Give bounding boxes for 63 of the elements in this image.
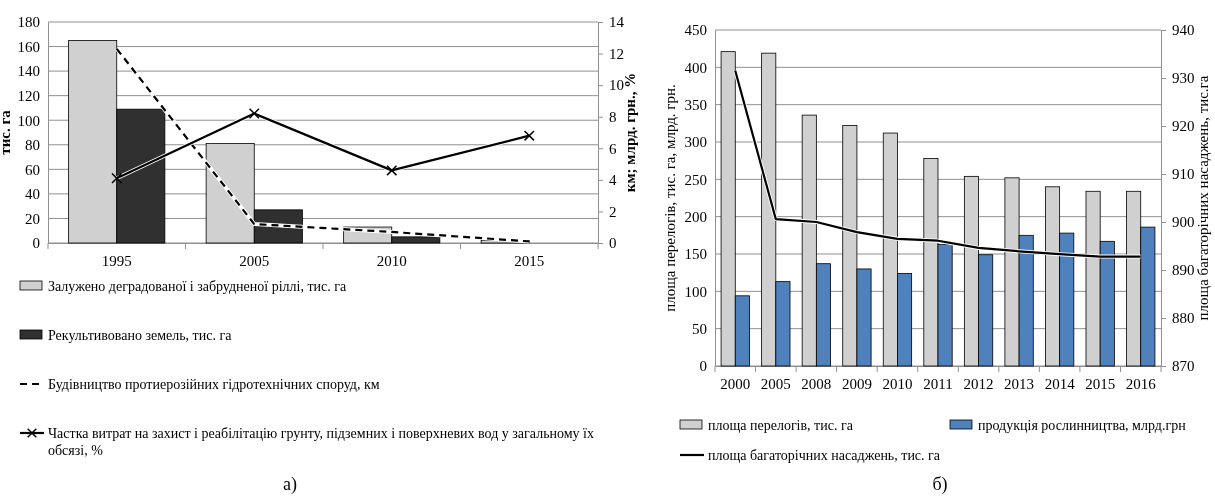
y-tick-label: 180 xyxy=(17,14,40,31)
y2-tick-label: 0 xyxy=(609,235,617,252)
y-tick-label: 20 xyxy=(25,210,40,227)
x-tick-label: 2005 xyxy=(239,252,270,269)
y2-tick-label: 8 xyxy=(609,109,617,126)
y2-tick-label: 2 xyxy=(609,203,617,220)
y2-tick-label: 12 xyxy=(609,45,624,62)
y2-tick-label: 10 xyxy=(609,77,624,94)
y2-tick-label: 910 xyxy=(1172,166,1195,183)
y2-tick-label: 930 xyxy=(1172,70,1195,87)
x-tick-label: 2010 xyxy=(882,375,913,392)
y2-tick-label: 920 xyxy=(1172,118,1195,135)
y2-tick-label: 14 xyxy=(609,14,625,31)
y2-tick-label: 870 xyxy=(1172,358,1195,375)
x-tick-label: 2016 xyxy=(1125,375,1157,392)
y-tick-label: 350 xyxy=(684,96,707,113)
y-axis-title: тис. га xyxy=(0,109,13,155)
x-tick-label: 2012 xyxy=(963,375,994,392)
x-tick-label: 2014 xyxy=(1044,375,1076,392)
y-tick-label: 160 xyxy=(17,38,40,55)
legend-label: Частка витрат на захист і реабілітацію грунту, підземних і поверхневих вод у загальному їх обсязі, % xyxy=(48,426,594,458)
legend-label: Рекультивовано земель, тис. га xyxy=(48,328,233,343)
x-tick-label: 2005 xyxy=(760,375,791,392)
y-tick-label: 100 xyxy=(684,283,707,300)
x-tick-label: 2000 xyxy=(720,375,751,392)
y-tick-label: 60 xyxy=(25,161,40,178)
x-tick-label: 2015 xyxy=(1085,375,1116,392)
text: б) xyxy=(932,474,948,495)
x-tick-label: 2008 xyxy=(801,375,832,392)
y-tick-label: 150 xyxy=(684,246,707,263)
y2-tick-label: 890 xyxy=(1172,262,1195,279)
x-tick-label: 2011 xyxy=(923,375,953,392)
y-tick-label: 80 xyxy=(25,137,40,154)
y2-axis-title: площа багаторічних насаджень, тис.га xyxy=(1195,75,1211,321)
x-tick-label: 2009 xyxy=(841,375,872,392)
x-tick-label: 1995 xyxy=(101,252,132,269)
x-tick-label: 2010 xyxy=(376,252,407,269)
y2-tick-label: 4 xyxy=(609,172,617,189)
y2-tick-label: 6 xyxy=(609,140,617,157)
x-tick-label: 2013 xyxy=(1004,375,1035,392)
legend-label: площа багаторічних насаджень, тис. га xyxy=(708,448,941,463)
y-axis-title: площа перелогів, тис. га, млрд. грн. xyxy=(662,84,678,312)
y-tick-label: 0 xyxy=(699,358,707,375)
y-tick-label: 250 xyxy=(684,171,707,188)
legend-label: продукція рослинництва, млрд.грн xyxy=(978,418,1187,433)
y-tick-label: 40 xyxy=(25,186,40,203)
y-tick-label: 450 xyxy=(684,22,707,39)
y2-tick-label: 940 xyxy=(1172,22,1195,39)
y-tick-label: 100 xyxy=(17,112,40,129)
legend-label: Залужено деградованої і забрудненої ріллі, тис. га xyxy=(48,279,347,294)
y-tick-label: 300 xyxy=(684,134,707,151)
legend-label: Будівництво протиерозійних гідротехнічних споруд, км xyxy=(48,377,380,392)
y-tick-label: 200 xyxy=(684,208,707,225)
x-tick-label: 2015 xyxy=(514,252,545,269)
y-tick-label: 140 xyxy=(17,63,40,80)
y-tick-label: 50 xyxy=(692,320,707,337)
y2-tick-label: 880 xyxy=(1172,310,1195,327)
y-tick-label: 0 xyxy=(32,235,40,252)
legend-label: площа перелогів, тис. га xyxy=(708,418,854,433)
y-tick-label: 120 xyxy=(17,87,40,104)
y-tick-label: 400 xyxy=(684,59,707,76)
text: а) xyxy=(283,474,297,495)
y2-tick-label: 900 xyxy=(1172,214,1195,231)
